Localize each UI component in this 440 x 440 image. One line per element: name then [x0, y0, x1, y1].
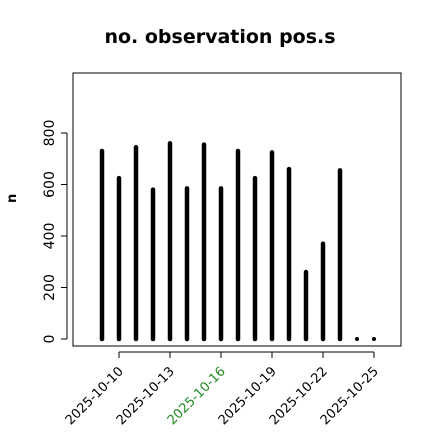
y-axis: 0 200 400 600 800 [42, 120, 68, 344]
x-axis: 2025-10-102025-10-132025-10-162025-10-19… [63, 351, 382, 428]
y-tick-label: 600 [42, 171, 58, 198]
y-tick-label: 800 [42, 120, 58, 147]
y-tick-label: 200 [42, 274, 58, 301]
bars [99, 141, 376, 342]
plot-frame [72, 72, 402, 347]
y-tick-label: 400 [42, 223, 58, 250]
bar [355, 337, 359, 341]
y-tick-label: 0 [42, 335, 58, 344]
chart-title: no. observation pos.s [104, 26, 336, 48]
bar [372, 337, 376, 341]
